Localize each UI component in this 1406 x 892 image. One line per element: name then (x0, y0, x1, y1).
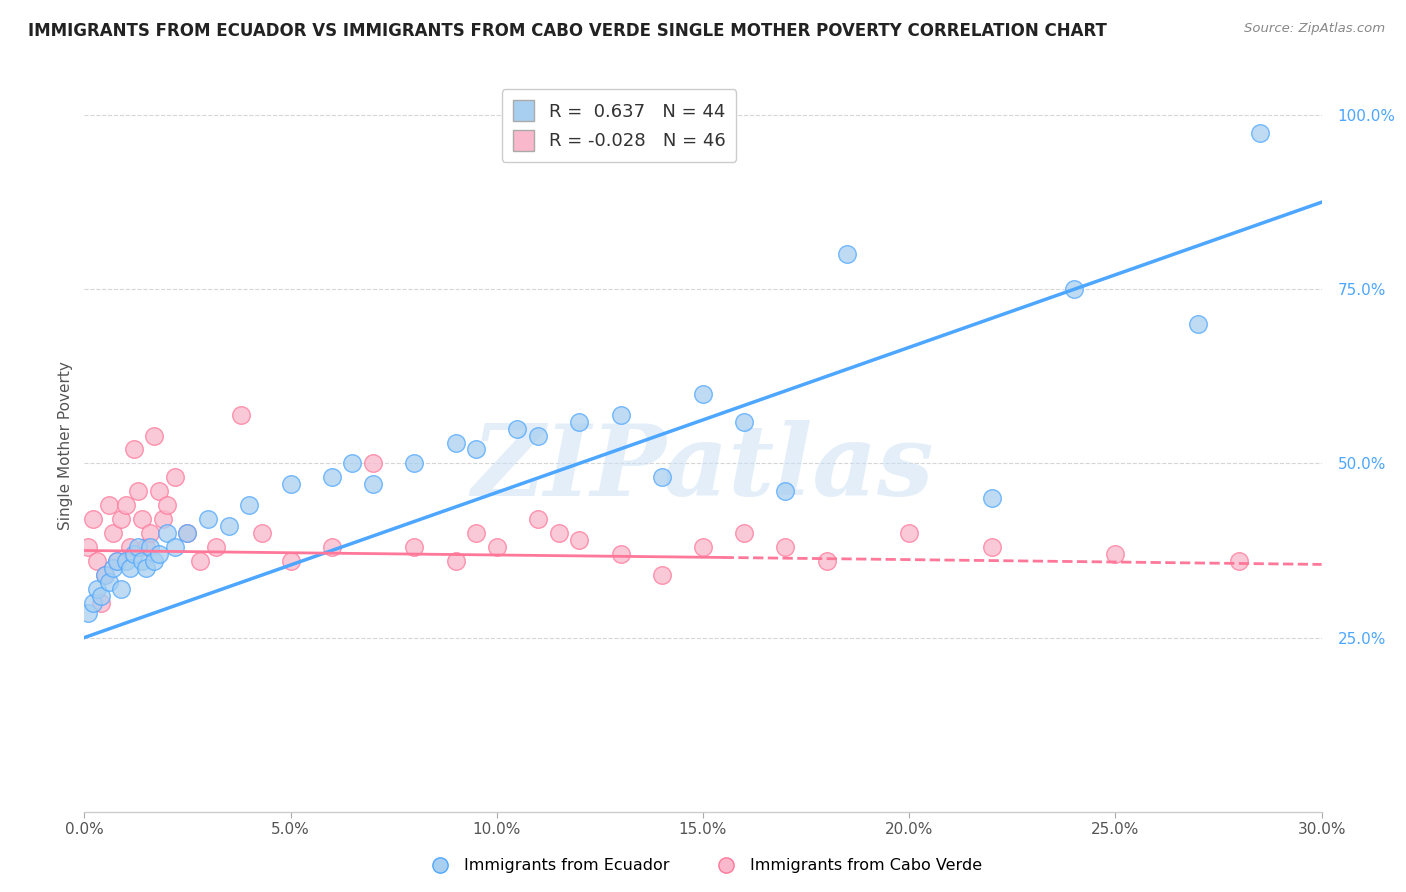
Point (118, 540, 141, 554)
Point (131, 512, 153, 526)
Point (86, 554, 108, 568)
Point (1187, 317, 1209, 331)
Point (218, 519, 240, 533)
Point (733, 526, 755, 541)
Point (1249, 126, 1271, 140)
Point (609, 408, 631, 422)
Point (122, 547, 145, 561)
Point (444, 435, 467, 450)
Point (465, 526, 488, 541)
Point (321, 470, 343, 484)
Point (90, 589, 112, 603)
Point (105, 554, 128, 568)
Legend: R =  0.637   N = 44, R = -0.028   N = 46: R = 0.637 N = 44, R = -0.028 N = 46 (502, 89, 737, 161)
Point (250, 526, 273, 541)
Point (165, 540, 187, 554)
Point (139, 540, 162, 554)
Point (98, 498, 121, 512)
Point (103, 526, 125, 541)
Point (815, 554, 838, 568)
Point (135, 561, 157, 575)
Point (506, 421, 529, 435)
Point (98, 574, 121, 589)
Point (135, 540, 157, 554)
Point (105, 554, 128, 568)
Point (1227, 554, 1250, 568)
Point (733, 415, 755, 429)
Point (229, 408, 252, 422)
Point (114, 554, 136, 568)
Point (898, 526, 921, 541)
Point (465, 442, 488, 457)
Text: Source: ZipAtlas.com: Source: ZipAtlas.com (1244, 22, 1385, 36)
Point (188, 554, 211, 568)
Point (321, 540, 343, 554)
Text: IMMIGRANTS FROM ECUADOR VS IMMIGRANTS FROM CABO VERDE SINGLE MOTHER POVERTY CORR: IMMIGRANTS FROM ECUADOR VS IMMIGRANTS FR… (28, 22, 1107, 40)
Point (361, 477, 384, 491)
Point (110, 582, 132, 596)
Point (1063, 282, 1085, 296)
Point (444, 554, 467, 568)
Point (139, 526, 162, 541)
Point (361, 457, 384, 471)
Point (485, 540, 508, 554)
Point (238, 498, 260, 512)
Point (165, 470, 187, 484)
Point (205, 540, 228, 554)
Point (127, 484, 149, 499)
Point (980, 540, 1002, 554)
Legend: Immigrants from Ecuador, Immigrants from Cabo Verde: Immigrants from Ecuador, Immigrants from… (418, 852, 988, 880)
Point (692, 386, 714, 401)
Point (568, 533, 591, 547)
Point (692, 540, 714, 554)
Point (148, 547, 170, 561)
Point (404, 457, 426, 471)
Point (651, 470, 673, 484)
Point (148, 484, 170, 499)
Point (94, 567, 117, 582)
Point (342, 457, 364, 471)
Point (77, 606, 100, 620)
Point (77, 540, 100, 554)
Point (114, 498, 136, 512)
Point (775, 484, 797, 499)
Point (127, 540, 149, 554)
Point (176, 526, 198, 541)
Point (118, 561, 141, 575)
Point (82, 512, 104, 526)
Point (547, 526, 569, 541)
Point (103, 561, 125, 575)
Point (110, 512, 132, 526)
Point (527, 428, 550, 442)
Point (122, 442, 145, 457)
Point (1104, 547, 1126, 561)
Point (90, 596, 112, 610)
Point (82, 596, 104, 610)
Point (527, 512, 550, 526)
Y-axis label: Single Mother Poverty: Single Mother Poverty (58, 361, 73, 531)
Point (837, 247, 859, 261)
Point (143, 554, 166, 568)
Point (280, 477, 302, 491)
Point (156, 498, 179, 512)
Point (131, 554, 153, 568)
Point (280, 554, 302, 568)
Point (156, 526, 179, 541)
Point (197, 512, 219, 526)
Point (94, 567, 117, 582)
Point (176, 526, 198, 541)
Point (651, 567, 673, 582)
Point (775, 540, 797, 554)
Point (143, 428, 166, 442)
Text: ZIPatlas: ZIPatlas (472, 420, 934, 516)
Point (86, 582, 108, 596)
Point (609, 547, 631, 561)
Point (404, 540, 426, 554)
Point (980, 491, 1002, 506)
Point (568, 415, 591, 429)
Point (152, 512, 174, 526)
